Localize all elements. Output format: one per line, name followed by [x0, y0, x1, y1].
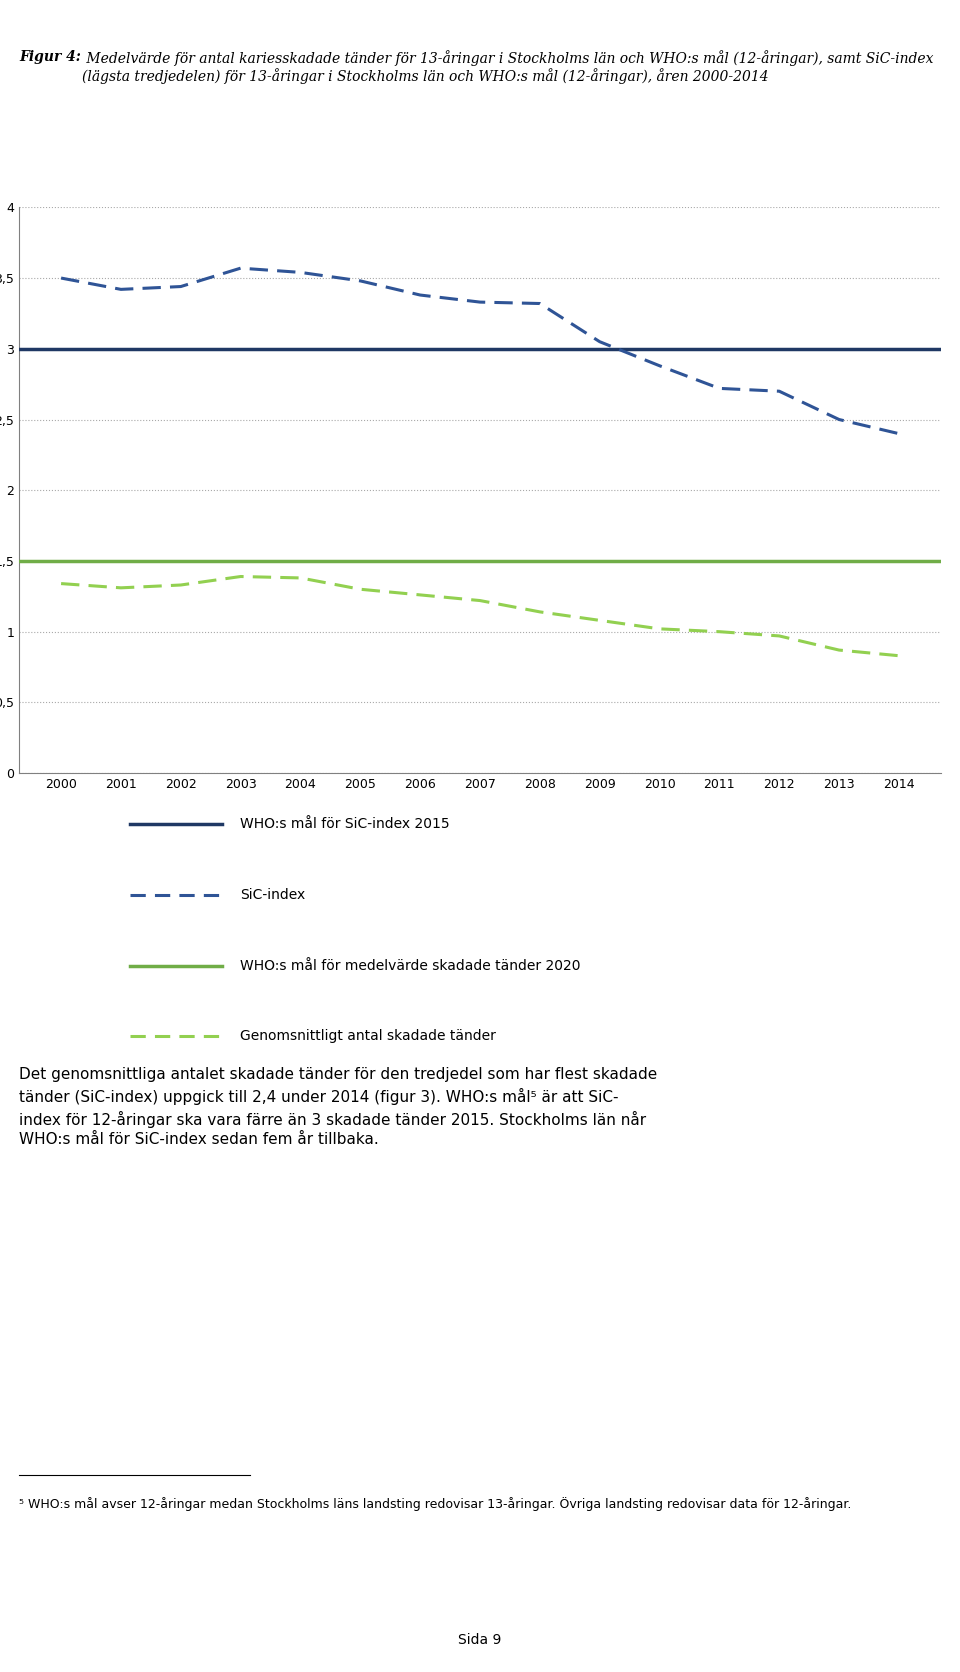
- Text: WHO:s mål för SiC-index 2015: WHO:s mål för SiC-index 2015: [240, 818, 450, 831]
- Text: Genomsnittligt antal skadade tänder: Genomsnittligt antal skadade tänder: [240, 1030, 496, 1043]
- Text: Figur 4:: Figur 4:: [19, 50, 81, 64]
- Text: Det genomsnittliga antalet skadade tänder för den tredjedel som har flest skadad: Det genomsnittliga antalet skadade tände…: [19, 1067, 658, 1147]
- Text: Medelvärde för antal kariesskadade tänder för 13-åringar i Stockholms län och WH: Medelvärde för antal kariesskadade tände…: [82, 50, 933, 85]
- Text: ⁵ WHO:s mål avser 12-åringar medan Stockholms läns landsting redovisar 13-åringa: ⁵ WHO:s mål avser 12-åringar medan Stock…: [19, 1498, 852, 1511]
- Text: WHO:s mål för medelvärde skadade tänder 2020: WHO:s mål för medelvärde skadade tänder …: [240, 958, 581, 973]
- Text: SiC-index: SiC-index: [240, 888, 305, 901]
- Text: Sida 9: Sida 9: [458, 1634, 502, 1647]
